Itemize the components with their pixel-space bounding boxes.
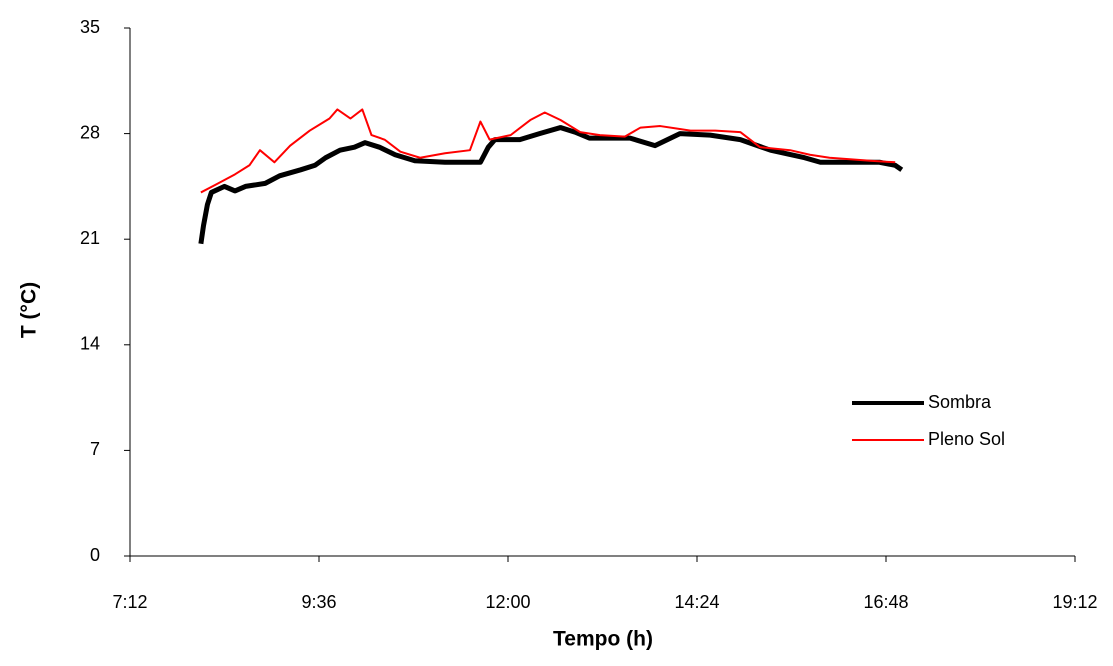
x-tick-label: 9:36 bbox=[301, 592, 336, 612]
x-tick-label: 19:12 bbox=[1052, 592, 1097, 612]
y-axis-title: T (°C) bbox=[18, 282, 41, 338]
y-tick-label: 0 bbox=[90, 545, 100, 565]
x-tick-label: 14:24 bbox=[674, 592, 719, 612]
y-tick-label: 7 bbox=[90, 439, 100, 459]
y-tick-label: 35 bbox=[80, 17, 100, 37]
legend-label: Sombra bbox=[928, 392, 992, 412]
legend-label: Pleno Sol bbox=[928, 429, 1005, 449]
series-line bbox=[198, 125, 904, 245]
y-tick-label: 14 bbox=[80, 334, 100, 354]
x-tick-label: 12:00 bbox=[485, 592, 530, 612]
x-tick-label: 16:48 bbox=[863, 592, 908, 612]
y-tick-label: 21 bbox=[80, 228, 100, 248]
y-tick-label: 28 bbox=[80, 122, 100, 142]
series-line bbox=[200, 108, 896, 194]
x-axis-title: Tempo (h) bbox=[553, 628, 653, 651]
x-tick-label: 7:12 bbox=[112, 592, 147, 612]
